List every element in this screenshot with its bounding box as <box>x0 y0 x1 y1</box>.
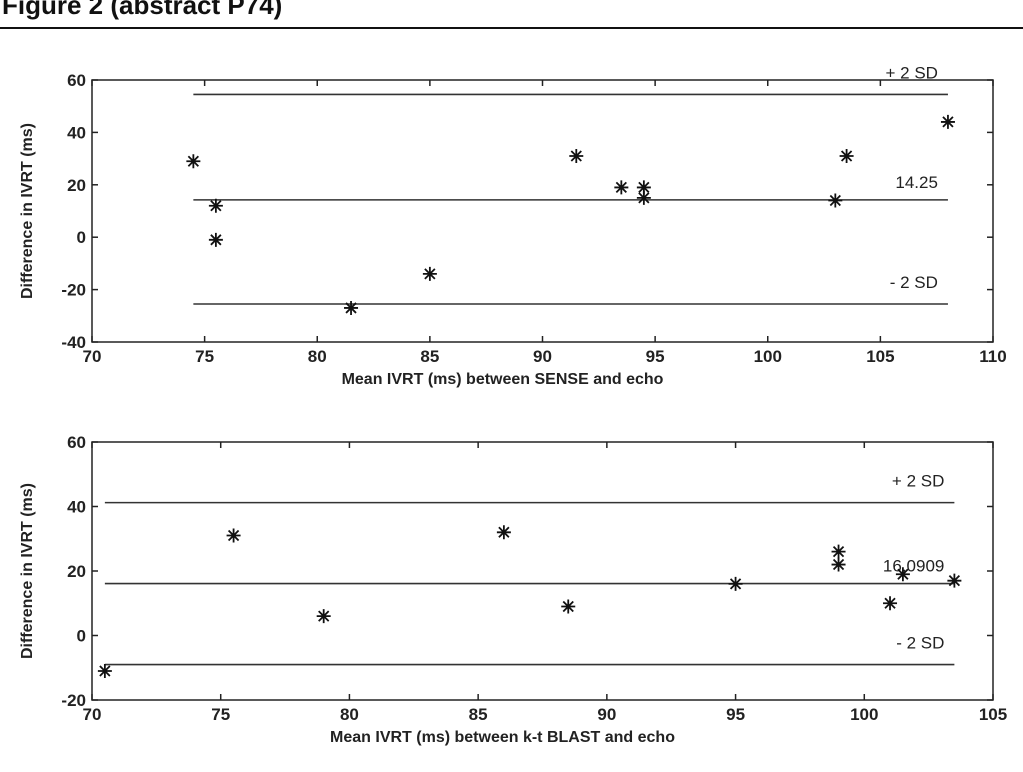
x-tick-label: 95 <box>726 705 745 724</box>
point <box>614 180 629 195</box>
point <box>831 544 846 559</box>
point <box>226 528 241 543</box>
x-tick-label: 80 <box>308 347 327 366</box>
x-tick-label: 105 <box>979 705 1007 724</box>
point <box>422 266 437 281</box>
y-tick-label: -20 <box>61 691 86 710</box>
x-tick-label: 90 <box>533 347 552 366</box>
reference-label: - 2 SD <box>890 273 938 292</box>
x-tick-label: 90 <box>597 705 616 724</box>
x-tick-label: 110 <box>979 347 1006 366</box>
point <box>839 148 854 163</box>
x-axis-label: Mean IVRT (ms) between k-t BLAST and ech… <box>330 729 675 746</box>
y-tick-label: -20 <box>61 281 86 300</box>
plot-frame <box>91 79 994 343</box>
point <box>831 557 846 572</box>
y-tick-label: 40 <box>67 498 86 517</box>
x-tick-label: 95 <box>646 347 665 366</box>
point <box>728 576 743 591</box>
point <box>636 190 651 205</box>
y-tick-label: 60 <box>67 433 86 452</box>
x-tick-label: 85 <box>469 705 488 724</box>
point <box>344 300 359 315</box>
y-axis-label: Difference in IVRT (ms) <box>19 483 36 659</box>
reference-label: 14.25 <box>895 173 938 192</box>
point <box>569 148 584 163</box>
point <box>97 663 112 678</box>
x-tick-label: 100 <box>754 347 782 366</box>
point <box>636 180 651 195</box>
reference-label: + 2 SD <box>885 63 937 82</box>
x-tick-label: 75 <box>211 705 230 724</box>
point <box>883 596 898 611</box>
figure-title: Figure 2 (abstract P74) <box>2 0 282 20</box>
x-tick-label: 70 <box>83 705 102 724</box>
x-tick-label: 80 <box>340 705 359 724</box>
point <box>496 525 511 540</box>
x-tick-label: 105 <box>866 347 894 366</box>
point <box>208 198 223 213</box>
point <box>895 567 910 582</box>
point <box>208 232 223 247</box>
x-tick-label: 100 <box>850 705 878 724</box>
y-tick-label: -40 <box>61 333 86 352</box>
y-tick-label: 0 <box>77 627 86 646</box>
plot-frame <box>91 441 994 701</box>
point <box>316 609 331 624</box>
y-tick-label: 20 <box>67 176 86 195</box>
y-tick-label: 20 <box>67 562 86 581</box>
y-axis-label: Difference in IVRT (ms) <box>19 123 36 299</box>
point <box>828 193 843 208</box>
point <box>947 573 962 588</box>
reference-label: + 2 SD <box>892 472 944 491</box>
y-tick-label: 0 <box>77 228 86 247</box>
x-tick-label: 75 <box>195 347 214 366</box>
x-tick-label: 85 <box>420 347 439 366</box>
point <box>561 599 576 614</box>
x-axis-label: Mean IVRT (ms) between SENSE and echo <box>342 371 664 388</box>
x-tick-label: 70 <box>83 347 102 366</box>
y-tick-label: 40 <box>67 123 86 142</box>
point <box>940 114 955 129</box>
point <box>186 154 201 169</box>
reference-label: 16.0909 <box>883 557 944 576</box>
reference-label: - 2 SD <box>896 634 944 653</box>
y-tick-label: 60 <box>67 71 86 90</box>
